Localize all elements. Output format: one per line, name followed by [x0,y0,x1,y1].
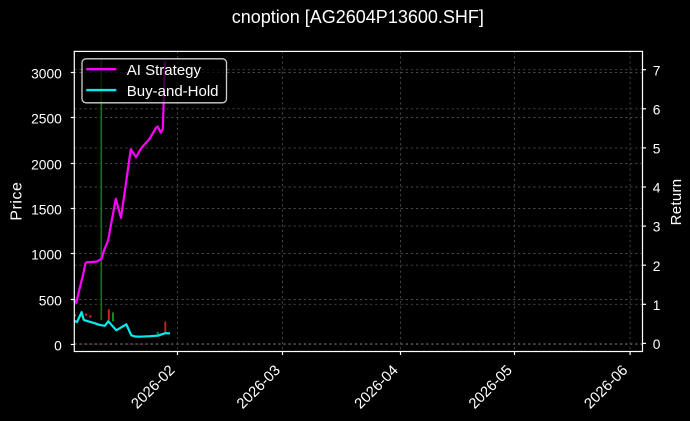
svg-text:0: 0 [653,337,661,352]
svg-text:4: 4 [653,181,661,196]
svg-text:cnoption [AG2604P13600.SHF]: cnoption [AG2604P13600.SHF] [232,7,484,27]
svg-text:2500: 2500 [31,112,62,127]
svg-text:Buy-and-Hold: Buy-and-Hold [127,83,219,100]
svg-text:1000: 1000 [31,248,62,263]
svg-text:500: 500 [39,294,62,309]
svg-text:AI Strategy: AI Strategy [127,62,202,79]
svg-text:5: 5 [653,142,661,157]
svg-text:0: 0 [54,339,62,354]
svg-text:1: 1 [653,298,661,313]
svg-text:1500: 1500 [31,203,62,218]
svg-text:3: 3 [653,220,661,235]
svg-text:2000: 2000 [31,158,62,173]
svg-text:2: 2 [653,259,661,274]
svg-text:7: 7 [653,63,661,78]
svg-text:Return: Return [668,179,685,226]
svg-text:6: 6 [653,102,661,117]
svg-text:3000: 3000 [31,67,62,82]
svg-text:Price: Price [9,182,26,221]
